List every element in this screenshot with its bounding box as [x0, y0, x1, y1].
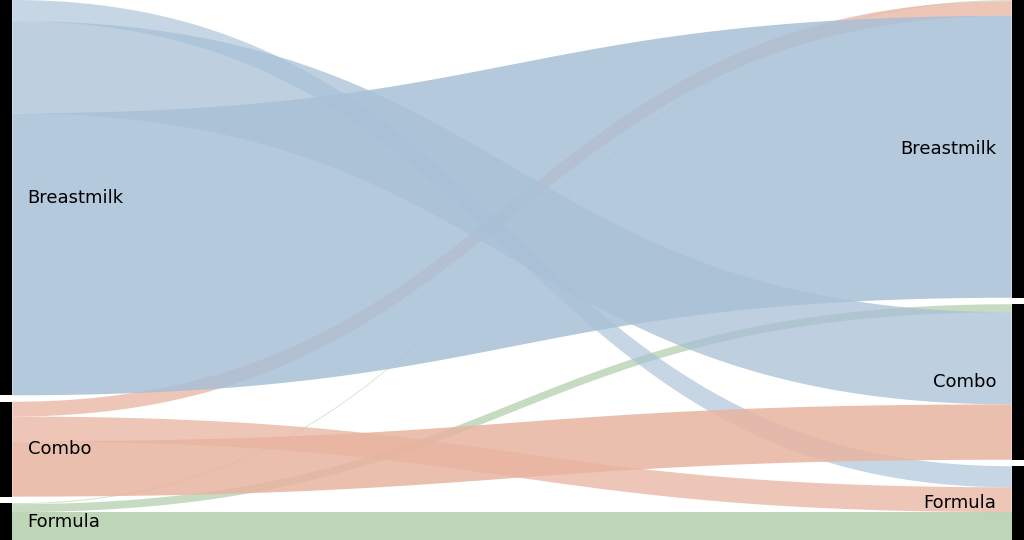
Text: Combo: Combo — [933, 373, 996, 391]
Polygon shape — [12, 0, 1012, 487]
Text: Combo: Combo — [28, 440, 91, 458]
Polygon shape — [12, 21, 1012, 404]
Text: Breastmilk: Breastmilk — [900, 140, 996, 158]
Polygon shape — [12, 16, 1012, 395]
Text: Breastmilk: Breastmilk — [28, 188, 124, 207]
Polygon shape — [12, 1, 1012, 416]
Polygon shape — [12, 404, 1012, 497]
Polygon shape — [12, 304, 1012, 512]
Polygon shape — [12, 512, 1012, 540]
Polygon shape — [12, 0, 1012, 504]
Text: Formula: Formula — [28, 512, 100, 531]
Text: Formula: Formula — [924, 494, 996, 512]
Polygon shape — [12, 416, 1012, 512]
